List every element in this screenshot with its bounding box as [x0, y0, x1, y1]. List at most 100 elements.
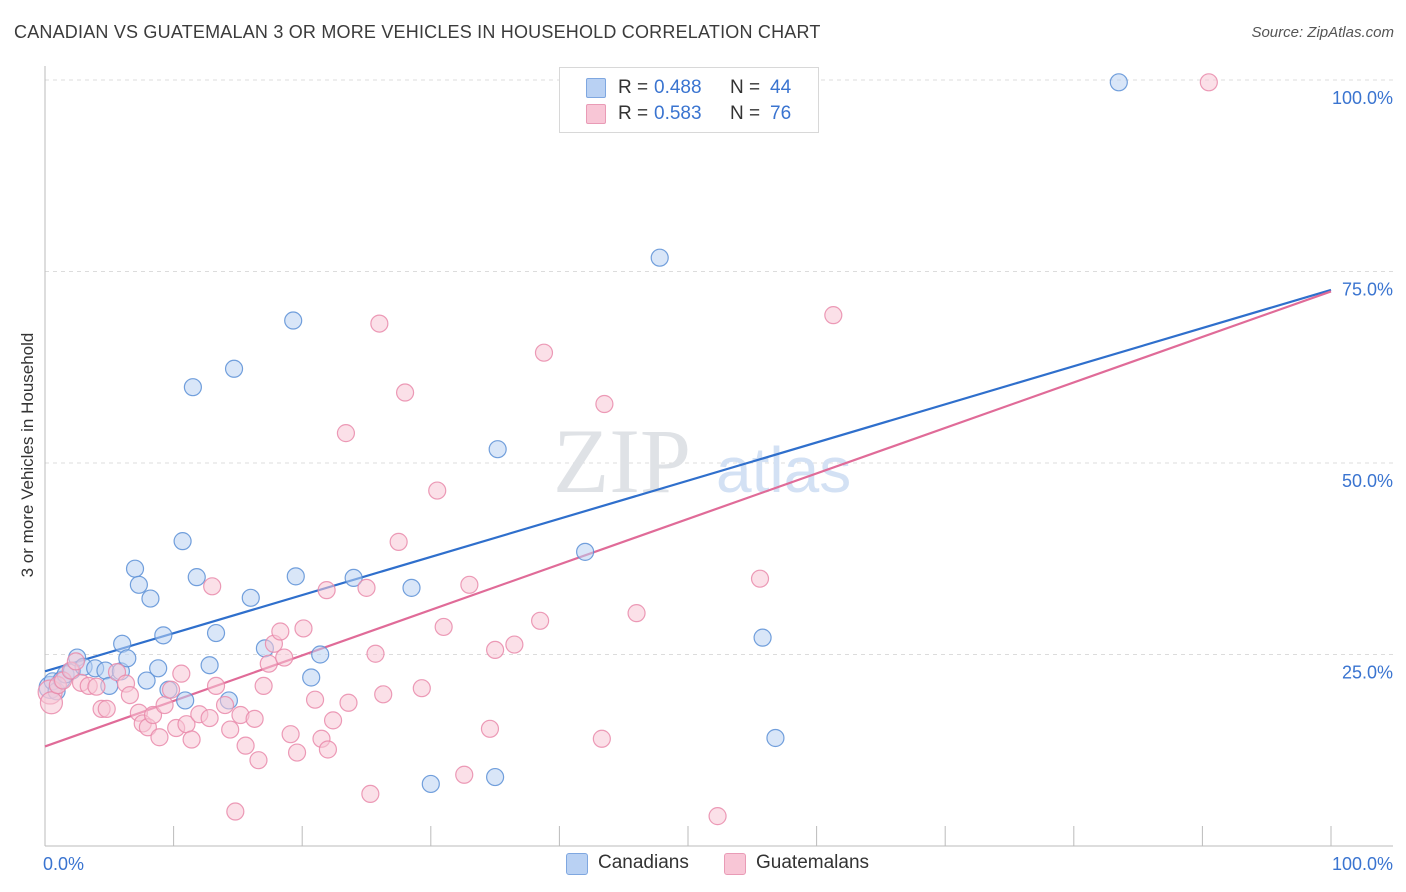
data-point: [428, 481, 447, 500]
x-tick-label: 0.0%: [43, 854, 84, 874]
data-point: [480, 719, 500, 738]
watermark-zip: ZIP: [553, 410, 691, 512]
canadians-swatch: [586, 78, 606, 98]
data-point: [275, 648, 294, 667]
data-point: [1109, 73, 1128, 92]
data-point: [224, 359, 244, 378]
guatemalans-swatch: [586, 104, 606, 124]
stats-legend: R = 0.488 N = 44 R = 0.583 N = 76: [559, 67, 819, 133]
canadians-label: Canadians: [598, 852, 689, 873]
data-point: [137, 671, 156, 690]
y-tick-label: 100.0%: [1332, 88, 1393, 108]
y-axis-label: 3 or more Vehicles in Household: [18, 332, 37, 578]
y-tick-label: 50.0%: [1342, 471, 1393, 491]
data-point: [302, 668, 321, 687]
data-point: [176, 691, 195, 710]
tick-labels: 25.0% 50.0% 75.0% 100.0% 0.0% 100.0%: [43, 88, 1393, 874]
data-point: [357, 578, 376, 597]
guatemalans-swatch: [724, 853, 746, 875]
y-tick-label: 25.0%: [1342, 663, 1393, 683]
data-point: [271, 622, 290, 641]
data-point: [66, 652, 85, 671]
data-point: [284, 311, 303, 330]
data-point: [141, 589, 160, 608]
data-point: [259, 654, 278, 673]
data-point: [87, 677, 106, 696]
data-point: [149, 659, 168, 678]
data-point: [245, 709, 264, 728]
data-point: [361, 784, 380, 804]
data-point: [824, 306, 843, 325]
data-point: [294, 619, 313, 638]
data-point: [226, 802, 245, 821]
y-tick-label: 75.0%: [1342, 280, 1393, 300]
data-point: [421, 774, 440, 794]
data-point: [206, 676, 226, 696]
data-point: [287, 743, 307, 762]
data-point: [125, 559, 145, 578]
data-point: [395, 383, 415, 402]
legend-n-value: 44: [770, 77, 792, 98]
data-points: [37, 73, 1218, 826]
data-point: [627, 604, 646, 623]
data-point: [129, 575, 148, 594]
data-point: [460, 575, 479, 594]
trend-line-guatemalans: [44, 290, 1332, 748]
data-point: [344, 568, 363, 588]
data-point: [254, 676, 273, 696]
data-point: [486, 640, 505, 660]
data-point: [311, 645, 330, 664]
data-point: [766, 728, 785, 748]
data-point: [39, 691, 64, 715]
data-point: [323, 711, 343, 730]
data-point: [182, 730, 201, 749]
data-point: [505, 635, 524, 654]
data-point: [155, 695, 174, 715]
legend-r-value: 0.583: [654, 103, 702, 124]
data-point: [317, 581, 336, 600]
data-point: [286, 567, 305, 586]
data-point: [339, 693, 358, 712]
legend-n-label: N =: [730, 77, 761, 98]
legend-n-value: 76: [770, 103, 792, 124]
canadians-swatch: [566, 853, 588, 875]
data-point: [488, 440, 507, 459]
data-point: [206, 623, 226, 643]
chart-title: CANADIAN VS GUATEMALAN 3 OR MORE VEHICLE…: [14, 22, 821, 42]
data-point: [708, 807, 727, 826]
data-point: [434, 617, 453, 637]
legend-r-value: 0.488: [654, 77, 702, 98]
watermark-atlas: atlas: [716, 434, 851, 506]
data-point: [120, 685, 139, 705]
data-point: [318, 740, 338, 759]
data-point: [215, 695, 235, 715]
data-point: [370, 314, 389, 333]
data-point: [592, 729, 611, 748]
data-point: [534, 343, 554, 362]
data-point: [595, 394, 614, 414]
trend-line-canadians: [44, 288, 1332, 673]
data-point: [531, 611, 550, 630]
legend-r-label: R =: [618, 103, 649, 124]
data-point: [374, 685, 393, 704]
data-point: [97, 699, 116, 718]
source-label: Source: ZipAtlas.com: [1251, 24, 1394, 41]
data-point: [650, 248, 669, 267]
data-point: [241, 588, 260, 607]
data-point: [118, 649, 137, 668]
x-tick-label: 100.0%: [1332, 854, 1393, 874]
legend-n-label: N =: [730, 103, 761, 124]
data-point: [150, 728, 169, 747]
grid-lines: [45, 79, 1393, 655]
legend-r-label: R =: [618, 77, 649, 98]
data-point: [486, 767, 505, 787]
watermark: ZIP atlas: [553, 410, 851, 512]
data-point: [336, 424, 356, 443]
data-point: [161, 680, 181, 699]
data-point: [172, 664, 191, 683]
data-point: [200, 708, 219, 728]
data-point: [281, 725, 300, 744]
data-point: [173, 532, 192, 551]
data-point: [236, 736, 255, 755]
